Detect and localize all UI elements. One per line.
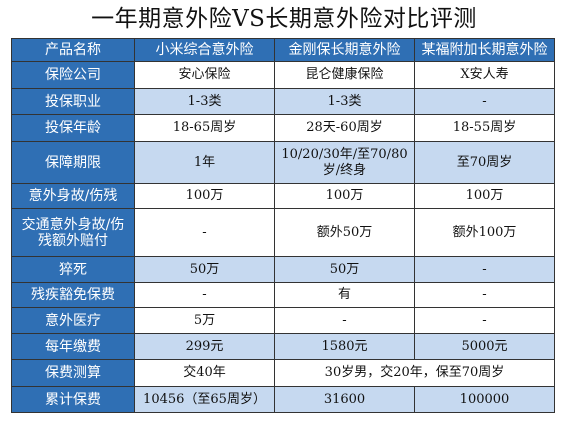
table-cell: 1580元 — [274, 333, 415, 360]
table-cell: 18-65周岁 — [134, 114, 275, 142]
row-label: 投保年龄 — [11, 114, 135, 142]
row-label: 意外医疗 — [11, 307, 135, 334]
table-cell: 28天-60周岁 — [274, 114, 415, 142]
table-cell: 18-55周岁 — [414, 114, 555, 142]
table-row: 猝死 50万 50万 - — [11, 256, 555, 283]
table-row: 意外身故/伤残 100万 100万 100万 — [11, 183, 555, 209]
table-row: 每年缴费 299元 1580元 5000元 — [11, 333, 555, 360]
table-row: 保障期限 1年 10/20/30年/至70/80岁/终身 至70周岁 — [11, 141, 555, 184]
table-row: 意外医疗 5万 - - — [11, 307, 555, 334]
table-cell: 额外100万 — [414, 208, 555, 257]
table-cell: - — [414, 256, 555, 283]
table-cell: - — [274, 307, 415, 334]
comparison-table: 产品名称 小米综合意外险 金刚保长期意外险 某福附加长期意外险 保险公司 安心保… — [11, 38, 555, 413]
table-row: 投保职业 1-3类 1-3类 - — [11, 88, 555, 115]
table-cell: 5万 — [134, 307, 275, 334]
table-cell: 30岁男，交20年，保至70周岁 — [274, 359, 555, 387]
header-product-3: 某福附加长期意外险 — [414, 38, 555, 62]
row-label: 累计保费 — [11, 386, 135, 413]
row-label: 猝死 — [11, 256, 135, 283]
table-cell: 1-3类 — [274, 88, 415, 115]
table-cell: - — [414, 88, 555, 115]
table-cell: 50万 — [274, 256, 415, 283]
table-cell: 1年 — [134, 141, 275, 184]
table-cell: - — [134, 208, 275, 257]
table-cell: 100000 — [414, 386, 555, 413]
row-label: 投保职业 — [11, 88, 135, 115]
table-cell: 额外50万 — [274, 208, 415, 257]
table-row: 交通意外身故/伤残额外赔付 - 额外50万 额外100万 — [11, 208, 555, 257]
table-cell: - — [414, 307, 555, 334]
row-label: 保险公司 — [11, 61, 135, 89]
table-cell: 31600 — [274, 386, 415, 413]
table-cell: 100万 — [134, 183, 275, 209]
table-cell: 安心保险 — [134, 61, 275, 89]
row-label: 残疾豁免保费 — [11, 282, 135, 308]
table-row: 保险公司 安心保险 昆仑健康保险 X安人寿 — [11, 61, 555, 89]
header-product-2: 金刚保长期意外险 — [274, 38, 415, 62]
table-cell: 50万 — [134, 256, 275, 283]
table-row: 投保年龄 18-65周岁 28天-60周岁 18-55周岁 — [11, 114, 555, 142]
row-label: 保障期限 — [11, 141, 135, 184]
page-title: 一年期意外险VS长期意外险对比评测 — [91, 6, 477, 32]
table-row: 保费测算 交40年 30岁男，交20年，保至70周岁 — [11, 359, 555, 387]
table-row: 残疾豁免保费 - 有 - — [11, 282, 555, 308]
table-cell: 5000元 — [414, 333, 555, 360]
table-cell: 10456（至65周岁） — [134, 386, 275, 413]
row-label: 每年缴费 — [11, 333, 135, 360]
table-cell: 昆仑健康保险 — [274, 61, 415, 89]
header-product-name: 产品名称 — [11, 38, 135, 62]
row-label: 交通意外身故/伤残额外赔付 — [11, 208, 135, 257]
table-header-row: 产品名称 小米综合意外险 金刚保长期意外险 某福附加长期意外险 — [11, 38, 555, 62]
table-cell: 至70周岁 — [414, 141, 555, 184]
table-cell: 100万 — [274, 183, 415, 209]
table-cell: 有 — [274, 282, 415, 308]
table-cell: 100万 — [414, 183, 555, 209]
table-cell: 10/20/30年/至70/80岁/终身 — [274, 141, 415, 184]
table-cell: 1-3类 — [134, 88, 275, 115]
table-row: 累计保费 10456（至65周岁） 31600 100000 — [11, 386, 555, 413]
table-cell: 299元 — [134, 333, 275, 360]
row-label: 意外身故/伤残 — [11, 183, 135, 209]
header-product-1: 小米综合意外险 — [134, 38, 275, 62]
row-label: 保费测算 — [11, 359, 135, 387]
table-cell: X安人寿 — [414, 61, 555, 89]
table-cell: - — [414, 282, 555, 308]
table-cell: 交40年 — [134, 359, 275, 387]
table-cell: - — [134, 282, 275, 308]
